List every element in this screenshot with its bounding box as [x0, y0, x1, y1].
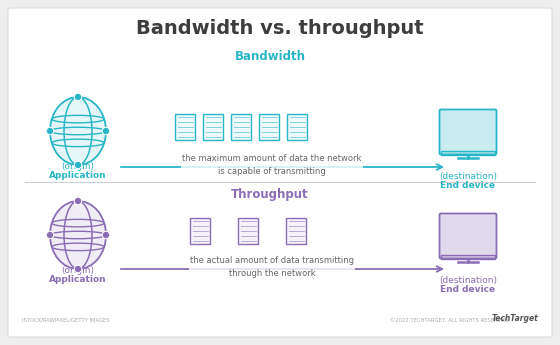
Text: Application: Application — [49, 275, 107, 284]
Text: Bandwidth vs. throughput: Bandwidth vs. throughput — [136, 19, 424, 38]
Circle shape — [76, 162, 81, 168]
Circle shape — [46, 128, 54, 135]
Text: (destination): (destination) — [439, 172, 497, 181]
Circle shape — [48, 128, 53, 134]
Text: (origin): (origin) — [62, 162, 95, 171]
FancyBboxPatch shape — [287, 114, 307, 140]
Circle shape — [74, 93, 82, 100]
Circle shape — [104, 128, 109, 134]
Text: Throughput: Throughput — [231, 188, 309, 201]
Ellipse shape — [50, 97, 106, 165]
Text: Application: Application — [49, 171, 107, 180]
Circle shape — [76, 198, 81, 204]
FancyBboxPatch shape — [238, 218, 258, 244]
Text: ©2022 TECHTARGET, ALL RIGHTS RESERVED: ©2022 TECHTARGET, ALL RIGHTS RESERVED — [390, 318, 508, 323]
Text: (destination): (destination) — [439, 276, 497, 285]
Bar — [441, 255, 495, 259]
Circle shape — [48, 233, 53, 237]
Text: ISTOCK/RAWPIXEL/GETTY IMAGES: ISTOCK/RAWPIXEL/GETTY IMAGES — [22, 318, 110, 323]
Text: the actual amount of data transmitting
through the network: the actual amount of data transmitting t… — [190, 256, 354, 278]
FancyBboxPatch shape — [440, 214, 497, 258]
Circle shape — [104, 233, 109, 237]
FancyBboxPatch shape — [203, 114, 223, 140]
FancyBboxPatch shape — [190, 218, 210, 244]
Circle shape — [76, 266, 81, 272]
Circle shape — [102, 128, 110, 135]
Text: End device: End device — [440, 181, 496, 190]
Circle shape — [74, 266, 82, 273]
Ellipse shape — [50, 201, 106, 269]
Text: Bandwidth: Bandwidth — [235, 50, 306, 63]
FancyBboxPatch shape — [259, 114, 279, 140]
FancyBboxPatch shape — [440, 109, 497, 155]
Text: the maximum amount of data the network
is capable of transmitting: the maximum amount of data the network i… — [183, 154, 362, 176]
Text: (origin): (origin) — [62, 266, 95, 275]
Circle shape — [74, 197, 82, 205]
Text: End device: End device — [440, 285, 496, 294]
Bar — [441, 151, 495, 155]
Circle shape — [46, 231, 54, 238]
Circle shape — [76, 95, 81, 99]
FancyBboxPatch shape — [286, 218, 306, 244]
FancyBboxPatch shape — [231, 114, 251, 140]
Circle shape — [74, 161, 82, 168]
Bar — [441, 151, 495, 155]
Bar — [441, 255, 495, 259]
FancyBboxPatch shape — [175, 114, 195, 140]
FancyBboxPatch shape — [8, 8, 552, 337]
Circle shape — [102, 231, 110, 238]
Text: TechTarget: TechTarget — [491, 314, 538, 323]
